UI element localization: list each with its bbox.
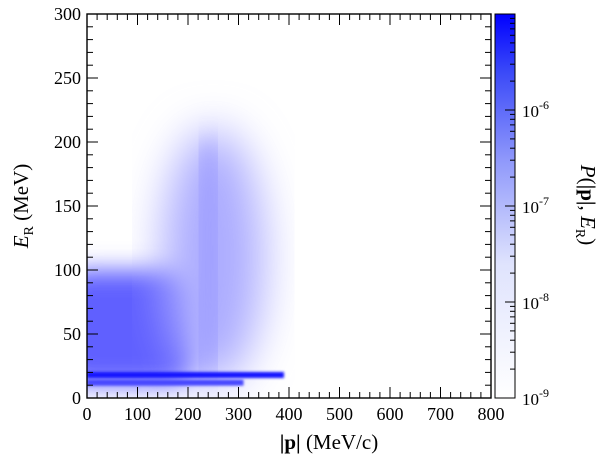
y-tick-label: 200 <box>54 132 81 152</box>
y-tick-label: 100 <box>54 260 81 280</box>
y-tick-label: 0 <box>72 388 81 408</box>
x-tick-label: 500 <box>326 404 353 424</box>
x-tick-label: 600 <box>377 404 404 424</box>
x-tick-label: 700 <box>427 404 454 424</box>
y-tick-label: 50 <box>63 324 81 344</box>
x-tick-label: 100 <box>124 404 151 424</box>
y-tick-label: 150 <box>54 196 81 216</box>
colorbar-ticks: 10-9 10-8 10-7 10-6 <box>505 17 549 409</box>
colorbar-tick-label: 10-6 <box>522 98 549 121</box>
colorbar-tick-label: 10-8 <box>522 290 549 313</box>
y-tick-label: 250 <box>54 68 81 88</box>
x-tick-label: 300 <box>225 404 252 424</box>
colorbar-label: P(|p|, ER) <box>572 164 598 245</box>
colorbar-tick-label: 10-9 <box>522 386 549 409</box>
x-tick-label: 200 <box>175 404 202 424</box>
x-axis-ticks: 0 100 200 300 400 500 600 700 800 <box>83 14 505 424</box>
y-tick-label: 300 <box>54 4 81 24</box>
x-axis-label: |p| (MeV/c) <box>280 430 379 454</box>
heatmap-layer <box>87 129 284 386</box>
y-axis-label: ER (MeV) <box>9 164 37 250</box>
heatmap-region-4 <box>87 379 244 386</box>
x-tick-label: 0 <box>83 404 92 424</box>
heatmap-region-2 <box>202 142 215 373</box>
heatmap-region-3 <box>87 371 284 378</box>
x-tick-label: 400 <box>276 404 303 424</box>
x-tick-label: 800 <box>478 404 505 424</box>
y-axis-ticks: 0 50 100 150 200 250 300 <box>54 4 491 408</box>
colorbar-tick-label: 10-7 <box>522 194 549 217</box>
